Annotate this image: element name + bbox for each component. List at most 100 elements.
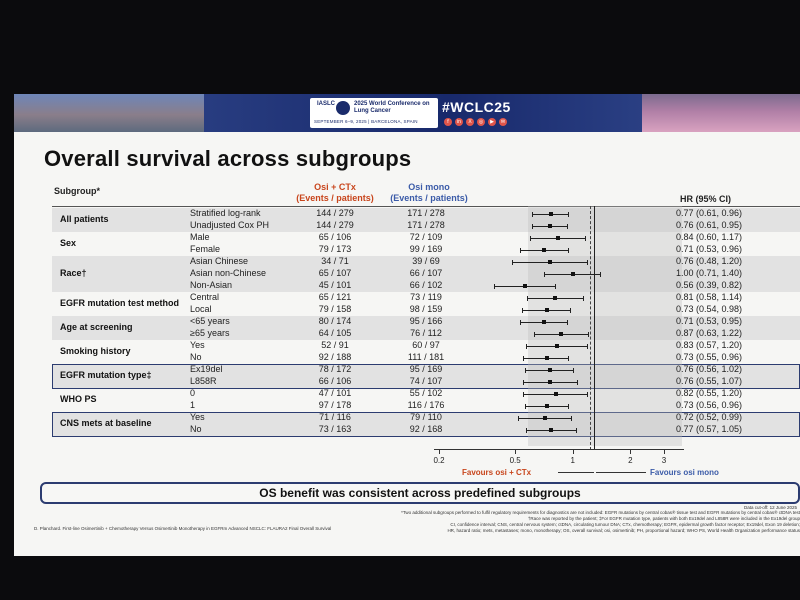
osi-ctx-events: 92 / 188 [318,352,352,362]
reference-line [594,206,596,450]
header-osi-mono: Osi mono (Events / patients) [374,182,484,204]
axis-tick-label: 0.2 [433,456,445,465]
abbreviation-footnotes: *Two additional subgroups performed to f… [344,510,800,534]
hazard-ratio-point [549,428,553,432]
osi-ctx-events: 65 / 106 [318,232,352,242]
axis-tick [439,449,440,454]
favours-right-arrow [596,472,646,473]
axis-tick [630,449,632,454]
header-osi-ctx-sub: (Events / patients) [296,193,374,203]
hazard-ratio: 0.77 (0.61, 0.96) [676,208,743,218]
osi-ctx-events: 65 / 121 [318,292,352,302]
osi-ctx-events: 71 / 116 [319,412,351,422]
subgroup-label: Stratified log-rank [190,208,261,218]
osi-ctx-events: 45 / 101 [318,280,352,290]
subgroup-label: L858R [190,376,217,386]
osi-ctx-events: 79 / 173 [318,244,352,254]
favours-right-label: Favours osi mono [650,468,719,477]
osi-ctx-events: 47 / 101 [318,388,352,398]
osi-ctx-events: 78 / 172 [318,364,352,374]
header-osi-ctx: Osi + CTx (Events / patients) [290,182,380,204]
osi-ctx-events: 52 / 91 [321,340,349,350]
hazard-ratio-point [544,308,549,312]
hazard-ratio: 0.73 (0.56, 0.96) [676,400,743,410]
data-cutoff: Data cut-off: 12 June 2025 [744,505,797,510]
group-all-patients: All patients [60,214,109,224]
hazard-ratio-point [547,224,552,228]
subgroup-label: Asian non-Chinese [190,268,267,278]
subgroup-label: No [190,352,202,362]
hazard-ratio-point [522,284,527,288]
axis-tick [572,449,574,454]
osi-ctx-events: 73 / 163 [318,424,352,434]
footnote-abbrev-1: CI, confidence interval; CNS, central ne… [450,522,800,527]
slide: IASLC 2025 World Conference on Lung Canc… [14,94,800,556]
osi-mono-events: 98 / 159 [409,304,443,314]
osi-ctx-events: 144 / 279 [316,208,354,218]
subgroup-label: 1 [190,400,196,410]
osi-mono-events: 39 / 69 [412,256,440,266]
forest-plot-area [528,206,682,446]
hazard-ratio: 0.71 (0.53, 0.95) [676,316,743,326]
osi-mono-events: 92 / 168 [409,424,443,434]
youtube-icon: ▶ [488,118,496,126]
barcelona-skyline-image [14,94,204,132]
hazard-ratio: 0.76 (0.61, 0.95) [676,220,743,230]
facebook-icon: f [444,118,452,126]
osi-mono-events: 99 / 169 [409,244,443,254]
subgroup-label: Local [190,304,212,314]
conference-dates: SEPTEMBER 6–9, 2025 | BARCELONA, SPAIN [314,119,418,124]
barcelona-cathedral-image [642,94,800,132]
axis-tick-label: 2 [628,456,633,465]
x-icon: X [466,118,474,126]
osi-ctx-events: 79 / 158 [318,304,352,314]
subgroup-label: Asian Chinese [190,256,249,266]
axis-tick-label: 3 [661,456,667,465]
osi-mono-events: 95 / 169 [409,364,443,374]
forest-x-axis [434,449,684,450]
row-band [52,208,800,232]
subgroup-label: No [190,424,202,434]
axis-tick [664,449,665,454]
hazard-ratio-point [547,260,552,264]
group-cns-mets: CNS mets at baseline [60,418,152,428]
hazard-ratio-point [542,248,547,252]
header-subgroup: Subgroup* [54,186,100,196]
osi-ctx-events: 64 / 105 [318,328,352,338]
hazard-ratio-point [544,404,549,408]
osi-ctx-events: 97 / 178 [318,400,352,410]
hazard-ratio: 0.73 (0.54, 0.98) [676,304,743,314]
header-hr: HR (95% CI) [680,194,732,204]
hazard-ratio-point [570,272,575,276]
axis-tick [515,449,517,454]
osi-mono-events: 72 / 109 [409,232,443,242]
hazard-ratio: 0.71 (0.53, 0.96) [676,244,743,254]
footnote-race: †Race was reported by the patient; ‡For … [527,516,800,521]
group-test-method: EGFR mutation test method [60,298,179,308]
osi-ctx-events: 66 / 106 [318,376,352,386]
subgroup-label: Unadjusted Cox PH [190,220,270,230]
hazard-ratio: 0.87 (0.63, 1.22) [676,328,743,338]
hazard-ratio: 0.84 (0.60, 1.17) [676,232,743,242]
citation-footnote: D. Planchard. First-line Osimertinib + C… [34,526,332,531]
group-race: Race† [60,268,87,278]
osi-mono-events: 171 / 278 [407,220,445,230]
row-band [52,364,800,388]
conference-name: 2025 World Conference on Lung Cancer [354,101,430,114]
linkedin-icon: in [455,118,463,126]
row-band [52,412,800,436]
iaslc-emblem-icon [336,101,350,115]
subgroup-label: <65 years [190,316,230,326]
osi-mono-events: 55 / 102 [409,388,443,398]
summary-box: OS benefit was consistent across predefi… [40,482,800,504]
header-osi-mono-title: Osi mono [408,182,450,192]
subgroup-label: Non-Asian [190,280,233,290]
hazard-ratio: 0.76 (0.56, 1.02) [676,364,743,374]
wechat-icon: ✉ [499,118,507,126]
osi-ctx-events: 144 / 279 [316,220,354,230]
iaslc-logo-text: IASLC [317,101,335,107]
subgroup-label: Central [190,292,220,302]
hazard-ratio-point [547,368,552,372]
header-rule [52,206,800,207]
hazard-ratio: 0.82 (0.55, 1.20) [676,388,743,398]
